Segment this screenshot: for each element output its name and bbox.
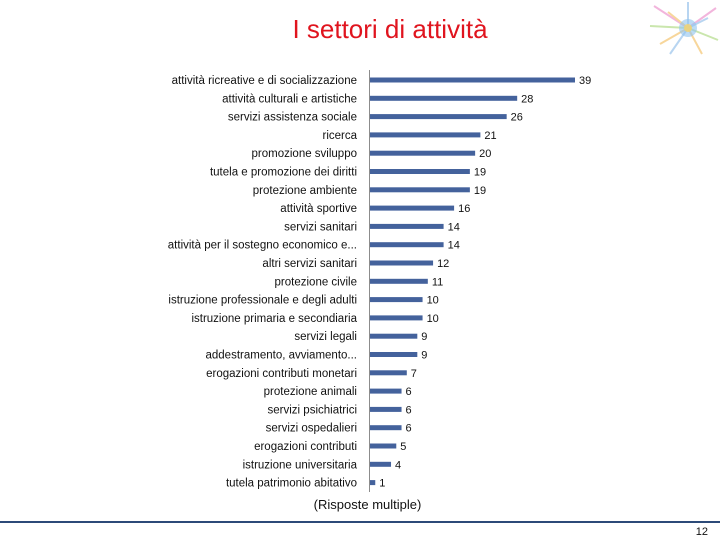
page-number: 12 [695,526,708,538]
sun-logo-icon [649,2,719,55]
value-label-0: 39 [579,75,591,87]
category-label-3: ricerca [322,130,357,142]
category-label-18: servizi psichiatrici [268,404,357,416]
bar-11 [370,278,428,284]
category-label-19: servizi ospedalieri [266,423,357,435]
category-label-7: attività sportive [280,203,357,215]
bar-10 [370,260,434,266]
category-label-5: tutela e promozione dei diritti [210,167,357,179]
bar-2 [370,114,507,120]
value-label-4: 20 [479,148,491,160]
bar-17 [370,388,402,394]
category-label-9: attività per il sostegno economico e... [168,240,357,252]
bar-1 [370,95,518,101]
bar-5 [370,169,470,174]
bar-13 [370,315,423,321]
category-label-17: protezione animali [264,386,357,398]
bar-12 [370,297,423,303]
bar-14 [370,333,418,339]
category-label-6: protezione ambiente [253,185,357,197]
value-label-9: 14 [448,240,460,252]
value-label-1: 28 [521,93,533,105]
value-label-17: 6 [406,386,412,398]
value-label-21: 4 [395,459,401,471]
bar-0 [370,77,575,83]
category-label-1: attività culturali e artistiche [222,93,357,105]
bar-9 [370,242,444,248]
value-label-15: 9 [421,350,427,362]
category-label-16: erogazioni contributi monetari [206,368,357,380]
bar-8 [370,223,444,229]
category-label-11: protezione civile [275,276,357,288]
bar-20 [370,443,397,449]
value-label-7: 16 [458,203,470,215]
value-label-16: 7 [411,368,417,380]
value-label-19: 6 [406,423,412,435]
category-label-10: altri servizi sanitari [262,258,357,270]
slide-title: I settori di attività [292,14,488,44]
value-label-13: 10 [427,313,439,325]
footnote: (Risposte multiple) [313,497,422,512]
category-label-2: servizi assistenza sociale [228,112,357,124]
bar-21 [370,461,392,467]
value-label-6: 19 [474,185,486,197]
category-label-21: istruzione universitaria [243,459,358,471]
category-label-12: istruzione professionale e degli adulti [168,295,357,307]
bar-19 [370,425,402,431]
bar-15 [370,352,418,357]
category-label-20: erogazioni contributi [254,441,357,453]
value-label-11: 11 [432,276,443,288]
bar-7 [370,205,455,211]
value-label-18: 6 [406,404,412,416]
category-label-4: promozione sviluppo [252,148,357,160]
value-label-22: 1 [379,478,385,490]
bar-22 [370,480,376,486]
value-label-2: 26 [511,112,523,124]
category-label-14: servizi legali [294,331,357,343]
value-label-3: 21 [484,130,496,142]
category-label-0: attività ricreative e di socializzazione [172,75,357,87]
bar-6 [370,187,470,193]
value-label-10: 12 [437,258,449,270]
category-label-15: addestramento, avviamento... [206,350,358,362]
footer-divider [0,521,720,523]
bar-3 [370,132,481,138]
category-label-13: istruzione primaria e secondiaria [191,313,357,325]
category-label-22: tutela patrimonio abitativo [226,478,357,490]
value-label-5: 19 [474,167,486,179]
bar-4 [370,150,476,156]
value-label-20: 5 [400,441,406,453]
value-label-8: 14 [448,221,460,233]
bar-16 [370,370,407,376]
bar-18 [370,406,402,412]
value-label-12: 10 [427,295,439,307]
category-label-8: servizi sanitari [284,221,357,233]
value-label-14: 9 [421,331,427,343]
